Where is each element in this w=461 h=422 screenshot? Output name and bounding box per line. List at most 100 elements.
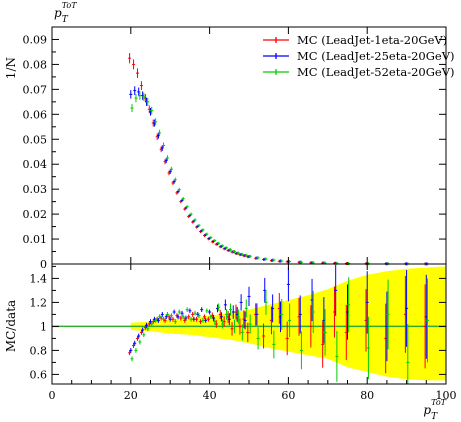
ratio-point (212, 314, 216, 322)
main-y-tick-label: 0.07 (23, 83, 48, 96)
ratio-point (271, 294, 275, 323)
ratio-point (217, 303, 221, 312)
data-point (209, 236, 213, 240)
ratio-point (231, 305, 235, 319)
ratio-point (243, 311, 247, 330)
data-point (272, 258, 276, 262)
ratio-point (285, 321, 289, 356)
data-point (142, 92, 146, 102)
ratio-y-tick-label: 0.8 (30, 344, 48, 357)
ratio-point (189, 316, 193, 322)
data-point (168, 169, 172, 175)
data-point (256, 256, 260, 260)
data-point (181, 197, 185, 201)
data-point (264, 257, 268, 261)
ratio-point (195, 316, 199, 322)
data-point (299, 260, 303, 264)
ratio-point (311, 290, 315, 334)
ratio-point (202, 314, 206, 320)
legend-item: MC (LeadJet-52eta-20GeV) (263, 65, 455, 79)
data-point (165, 155, 169, 161)
ratio-point (239, 294, 243, 311)
data-point (128, 53, 132, 64)
x-tick-label: 0 (49, 389, 56, 402)
ratio-point (158, 314, 162, 320)
main-y-tick-label: 0.04 (23, 158, 48, 171)
legend-item: MC (LeadJet-25eta-20GeV) (263, 49, 455, 63)
series-3-points (130, 91, 429, 266)
data-point (229, 248, 232, 252)
main-x-ticks (51, 27, 447, 264)
data-point (138, 91, 142, 100)
ratio-point (321, 321, 325, 368)
ratio-point (172, 309, 176, 315)
ratio-point (168, 316, 172, 322)
main-y-tick-label: 0.05 (23, 133, 48, 146)
data-point (185, 205, 189, 209)
data-point (177, 187, 181, 192)
ratio-point (255, 303, 259, 326)
ratio-point (193, 310, 197, 316)
data-point (134, 93, 138, 103)
data-point (150, 106, 154, 115)
ratio-point (405, 270, 409, 347)
ratio-point (298, 295, 302, 334)
data-point (201, 228, 205, 232)
ratio-point (240, 324, 244, 341)
ratio-point (227, 313, 231, 326)
ratio-point (179, 315, 183, 321)
ratio-point (160, 312, 164, 317)
data-point (221, 244, 225, 248)
ratio-point (230, 322, 234, 336)
data-point (176, 189, 180, 194)
ratio-point (173, 319, 177, 324)
ratio-point (347, 277, 351, 333)
ratio-point (426, 278, 429, 363)
x-axis-label: pTToT (423, 398, 446, 422)
data-point (129, 90, 133, 99)
data-point (158, 129, 162, 137)
ratio-point (386, 279, 390, 350)
ratio-point (156, 318, 160, 323)
ratio-point (187, 314, 191, 320)
ratio-point (165, 312, 169, 317)
ratio-point (309, 305, 313, 348)
data-point (240, 252, 244, 256)
data-point (154, 118, 158, 126)
main-y-tick-label: 0.03 (23, 183, 48, 196)
ratio-point (219, 312, 223, 322)
ratio-point (141, 327, 145, 333)
ratio-point (204, 318, 208, 323)
ratio-point (192, 316, 196, 322)
data-point (236, 251, 240, 255)
data-point (139, 81, 143, 91)
ratio-point (406, 324, 410, 384)
chart-title: pTToT (54, 1, 77, 25)
ratio-point (221, 319, 225, 329)
ratio-point (248, 314, 252, 334)
data-point (132, 59, 136, 70)
ratio-point (134, 348, 138, 353)
ratio-point (208, 309, 212, 315)
data-point (197, 223, 201, 227)
ratio-y-tick-label: 0.6 (30, 368, 48, 381)
x-tick-label: 100 (436, 389, 457, 402)
ratio-panel: 0.6 0.8 1 1.2 1.4 0 20 40 60 80 100 MC/data pTToT (4, 263, 457, 422)
ratio-y-tick-label: 1.2 (30, 296, 48, 309)
ratio-point (129, 348, 133, 353)
ratio-point (288, 303, 292, 338)
ratio-point (246, 322, 250, 342)
ratio-point (181, 314, 185, 320)
data-point (162, 142, 166, 149)
data-point (180, 198, 184, 202)
data-point (193, 218, 197, 222)
ratio-point (247, 286, 251, 306)
main-y-tick-label: 0.09 (23, 33, 48, 46)
main-y-tick-label: 0 (40, 258, 47, 271)
ratio-point (365, 271, 369, 334)
ratio-y-ticks: 0.6 0.8 1 1.2 1.4 (30, 265, 446, 381)
x-tick-label: 40 (203, 389, 217, 402)
ratio-y-tick-label: 1 (40, 320, 47, 333)
ratio-point (177, 309, 181, 315)
